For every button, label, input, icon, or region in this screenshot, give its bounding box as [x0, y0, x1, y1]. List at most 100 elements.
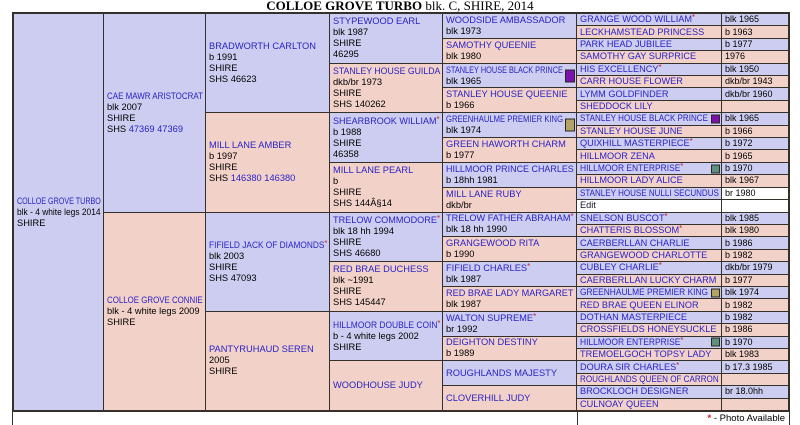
registration-number-link[interactable]: 146380 146380 — [230, 173, 296, 184]
pedigree-cell: SHEARBROOK WILLIAM* b 1988 SHIRE 46358 — [330, 113, 442, 162]
horse-link[interactable]: RED BRAE LADY MARGARET — [446, 287, 574, 298]
horse-link[interactable]: MILL LANE PEARL — [333, 165, 414, 176]
horse-link[interactable]: WOODSIDE AMBASSADOR — [446, 14, 566, 25]
horse-link[interactable]: RED BRAE QUEEN ELINOR — [580, 299, 699, 310]
pedigree-table: COLLOE GROVE TURBO blk - 4 white legs 201… — [12, 12, 790, 412]
year-cell: b 17.3 1985 — [722, 361, 788, 373]
horse-link[interactable]: CARR HOUSE FLOWER — [580, 76, 683, 87]
horse-link[interactable]: CAE MAWR ARISTOCRAT — [107, 90, 203, 101]
horse-link[interactable]: HILLMOOR PRINCE CHARLES — [446, 163, 574, 174]
horse-link[interactable]: SAMOTHY GAY SURPRICE — [580, 51, 697, 62]
horse-link[interactable]: BROCKLOCH DESIGNER — [580, 386, 689, 397]
horse-link[interactable]: STANLEY HOUSE QUEENIE — [446, 89, 568, 100]
horse-link[interactable]: HILLMOOR DOUBLE COIN* — [333, 318, 441, 330]
gen5-name-cell: DOTHAN MASTERPIECE — [577, 311, 721, 324]
horse-link[interactable]: MILL LANE RUBY — [446, 188, 522, 199]
horse-link[interactable]: GREEN HAWORTH CHARM — [446, 138, 566, 149]
horse-link[interactable]: GREENHAULME PREMIER KING — [446, 114, 564, 125]
horse-link[interactable]: STYPEWOOD EARL — [333, 16, 421, 27]
horse-link[interactable]: SHEARBROOK WILLIAM* — [333, 114, 440, 126]
photo-star-icon: * — [658, 262, 662, 271]
pedigree-cell: STYPEWOOD EARL blk 1987 SHIRE 46295 — [330, 14, 442, 63]
horse-detail-line: b 1989 — [446, 348, 475, 359]
horse-link[interactable]: CLOVERHILL JUDY — [446, 392, 531, 403]
horse-link[interactable]: DOURA SIR CHARLES* — [580, 361, 680, 372]
horse-detail-line: blk 18 hh 1990 — [446, 224, 507, 235]
horse-link[interactable]: CAERBERLLAN CHARLIE — [580, 237, 690, 248]
horse-link[interactable]: ROUGHLANDS MAJESTY — [446, 367, 558, 378]
horse-link[interactable]: SNELSON BUSCOT* — [580, 212, 668, 223]
horse-link[interactable]: FIFIELD CHARLES* — [446, 262, 531, 274]
horse-detail-line: SHIRE — [333, 187, 362, 198]
horse-link[interactable]: QUIXHILL MASTERPIECE* — [580, 138, 693, 149]
horse-link[interactable]: FIFIELD JACK OF DIAMONDS* — [209, 238, 328, 250]
year-cell — [722, 100, 788, 113]
horse-link[interactable]: COLLOE GROVE TURBO — [17, 195, 101, 206]
gen5-name-cell: SAMOTHY GAY SURPRICE — [577, 51, 721, 63]
horse-link[interactable]: DOTHAN MASTERPIECE — [580, 311, 687, 322]
pedigree-cell: MILL LANE AMBER b 1997 SHIRE SHS 146380 146… — [206, 113, 329, 212]
horse-link[interactable]: GREENHAULME PREMIER KING — [580, 287, 709, 298]
horse-link[interactable]: STANLEY HOUSE JUNE — [580, 125, 683, 136]
year-cell: b 1963 — [722, 26, 788, 38]
horse-detail-line: SHIRE — [17, 217, 46, 228]
horse-detail-line: SHIRE — [107, 112, 136, 123]
horse-link[interactable]: SAMOTHY QUEENIE — [446, 39, 537, 50]
horse-link[interactable]: STANLEY HOUSE BLACK PRINCE — [580, 113, 708, 124]
year-cell: blk 1950 — [722, 63, 788, 76]
gen5-name-cell: CARR HOUSE FLOWER — [577, 76, 721, 88]
year-cell: b 1982 — [722, 299, 788, 311]
photo-star-icon: * — [680, 162, 684, 172]
horse-link[interactable]: COLLOE GROVE CONNIE — [107, 294, 203, 305]
horse-link[interactable]: HILLMOOR ENTERPRISE* — [580, 336, 684, 347]
horse-link[interactable]: HILLMOOR ENTERPRISE* — [580, 162, 684, 174]
pedigree-cell: DEIGHTON DESTINY b 1989 — [443, 336, 576, 361]
horse-link[interactable]: CUBLEY CHARLIE* — [580, 262, 662, 273]
horse-link[interactable]: PANTYRUHAUD SEREN — [209, 344, 314, 355]
horse-link[interactable]: GRANGEWOOD CHARLOTTE — [580, 249, 708, 260]
horse-link[interactable]: TRELOW FATHER ABRAHAM* — [446, 212, 574, 224]
horse-link[interactable]: HILLMOOR LADY ALICE — [580, 175, 683, 186]
horse-link[interactable]: DEIGHTON DESTINY — [446, 337, 538, 348]
footer-divider — [577, 412, 578, 425]
horse-link[interactable]: CULNOAY QUEEN — [580, 398, 659, 409]
gen5-name-cell: CAERBERLLAN LUCKY CHARM — [577, 274, 721, 286]
color-marker-tan — [711, 288, 720, 298]
horse-detail-line: SHIRE — [209, 261, 238, 272]
horse-link[interactable]: BRADWORTH CARLTON — [209, 41, 316, 52]
horse-link[interactable]: MILL LANE AMBER — [209, 140, 292, 151]
horse-link[interactable]: LYMM GOLDFINDER — [580, 88, 669, 99]
horse-link[interactable]: STANLEY HOUSE GUILDA — [333, 65, 441, 76]
horse-detail-line: b 1990 — [446, 249, 475, 260]
gen5-name-cell: QUIXHILL MASTERPIECE* — [577, 138, 721, 150]
pedigree-cell: STANLEY HOUSE GUILDA dkb/br 1973 SHIRE SHS … — [330, 63, 442, 113]
horse-link[interactable]: LECKHAMSTEAD PRINCESS — [580, 26, 705, 37]
horse-link[interactable]: GRANGE WOOD WILLIAM* — [580, 14, 696, 25]
horse-link[interactable]: WALTON SUPREME* — [446, 311, 537, 323]
horse-link[interactable]: CHATTERIS BLOSSOM* — [580, 224, 683, 236]
year-cell: b 1986 — [722, 237, 788, 249]
horse-link[interactable]: HIS EXCELLENCY* — [580, 63, 662, 74]
horse-link[interactable]: STANLEY HOUSE BLACK PRINCE — [446, 64, 563, 75]
horse-link[interactable]: TRELOW COMMODORE* — [333, 213, 441, 225]
horse-link[interactable]: STANLEY HOUSE NULLI SECUNDUS — [580, 187, 719, 198]
color-marker-purple — [711, 114, 720, 124]
gen5-name-cell: TREMOELGOCH TOPSY LADY — [577, 348, 721, 361]
color-marker-tan — [565, 118, 575, 132]
year-cell: blk 1974 — [722, 286, 788, 299]
horse-link[interactable]: ROUGHLANDS QUEEN OF CARRON — [580, 373, 719, 384]
registration-number-link[interactable]: 47369 47369 — [128, 123, 183, 134]
horse-link[interactable]: PARK HEAD JUBILEE — [580, 39, 673, 50]
pedigree-cell: TRELOW COMMODORE* blk 18 hh 1994 SHIRE SHS … — [330, 212, 442, 262]
horse-link[interactable]: TREMOELGOCH TOPSY LADY — [580, 349, 712, 360]
horse-link[interactable]: CAERBERLLAN LUCKY CHARM — [580, 274, 717, 285]
edit-link[interactable]: Edit — [580, 200, 596, 211]
horse-link[interactable]: SHEDDOCK LILY — [580, 101, 653, 112]
year-cell: dkb/br 1979 — [722, 262, 788, 274]
horse-link[interactable]: GRANGEWOOD RITA — [446, 238, 540, 249]
horse-link[interactable]: RED BRAE DUCHESS — [333, 264, 429, 275]
horse-link[interactable]: CROSSFIELDS HONEYSUCKLE — [580, 324, 717, 335]
horse-link[interactable]: HILLMOOR ZENA — [580, 150, 655, 161]
year-cell: blk 1967 — [722, 175, 788, 187]
horse-link[interactable]: WOODHOUSE JUDY — [333, 380, 423, 391]
